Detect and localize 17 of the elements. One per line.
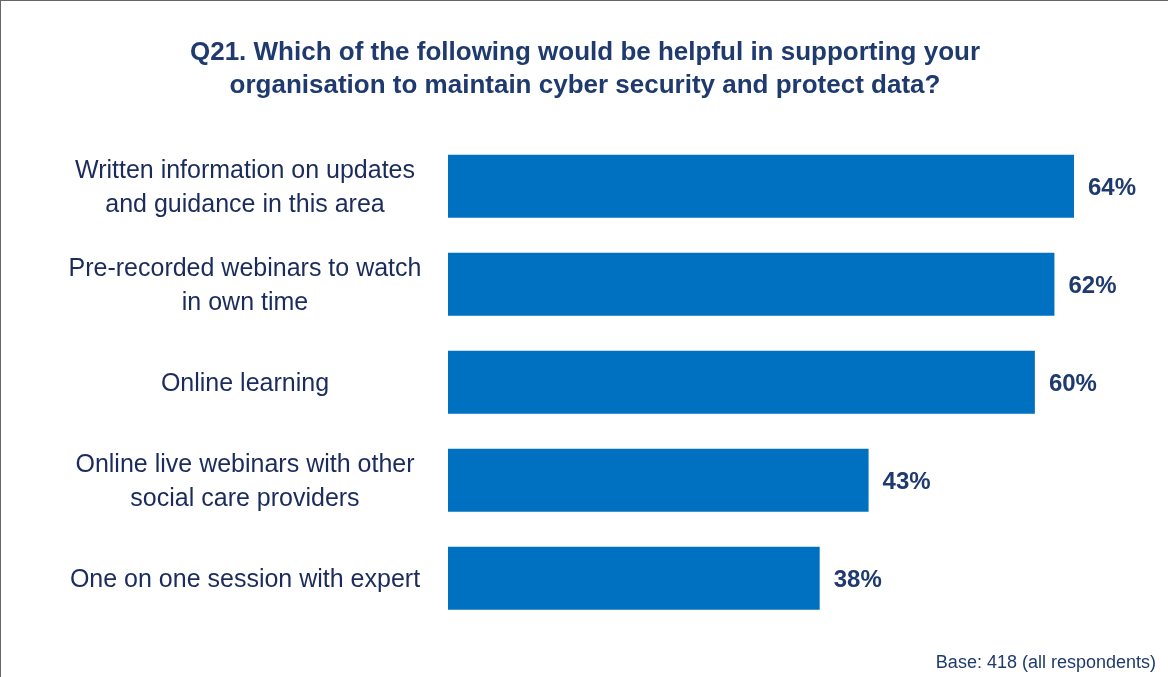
data-label: 62% xyxy=(1068,270,1117,298)
bar xyxy=(448,546,820,610)
chart-title: Q21. Which of the following would be helpful in supporting your organisation to maintain cyber security and protect data? xyxy=(188,35,982,101)
y-tick-label: Written information on updates and guidance in this area xyxy=(74,155,416,217)
data-label: 38% xyxy=(833,564,882,592)
bar xyxy=(448,154,1074,218)
text: Base: 418 (all respondents) xyxy=(935,652,1156,673)
y-tick-label: Online learning xyxy=(160,368,330,396)
data-label: 43% xyxy=(882,466,931,494)
y-tick-label: Pre-recorded webinars to watch in own time xyxy=(68,253,422,315)
bar xyxy=(448,252,1055,316)
bar xyxy=(448,448,869,512)
y-tick-label: One on one session with expert xyxy=(69,564,421,592)
data-label: 64% xyxy=(1088,172,1137,200)
y-tick-label: Online live webinars with other social care providers xyxy=(75,449,415,511)
data-label: 60% xyxy=(1048,368,1097,396)
bar xyxy=(448,350,1035,414)
